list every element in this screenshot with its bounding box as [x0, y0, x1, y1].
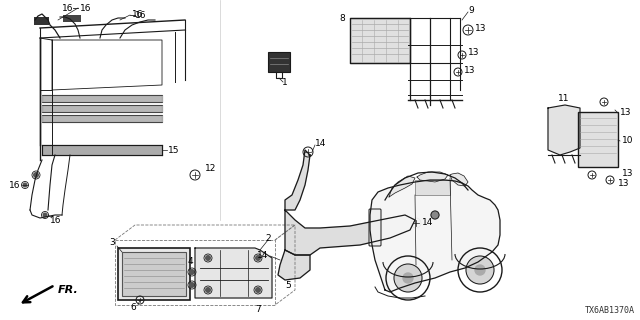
Circle shape [205, 255, 211, 261]
Polygon shape [195, 248, 272, 298]
Text: 16: 16 [80, 4, 92, 12]
Text: 3: 3 [109, 237, 115, 246]
Bar [42, 115, 162, 122]
Text: 6: 6 [130, 303, 136, 313]
Text: 16: 16 [8, 180, 20, 189]
Circle shape [475, 265, 485, 275]
Text: 13: 13 [464, 66, 476, 75]
Circle shape [42, 212, 47, 218]
Text: 13: 13 [475, 23, 486, 33]
Bar [350, 18, 410, 63]
Bar [63, 15, 81, 22]
Text: 14: 14 [422, 218, 433, 227]
Text: TX6AB1370A: TX6AB1370A [585, 306, 635, 315]
Polygon shape [450, 173, 468, 186]
Text: 14: 14 [257, 251, 268, 260]
Circle shape [22, 182, 28, 188]
Polygon shape [548, 105, 580, 155]
Polygon shape [285, 210, 415, 255]
Circle shape [466, 256, 494, 284]
Polygon shape [285, 150, 310, 210]
Text: 13: 13 [620, 108, 632, 116]
Text: 13: 13 [618, 179, 630, 188]
Polygon shape [370, 180, 500, 292]
Circle shape [255, 287, 261, 293]
Text: 16: 16 [61, 4, 73, 12]
Text: 11: 11 [558, 93, 570, 102]
Text: FR.: FR. [58, 285, 79, 295]
Polygon shape [417, 172, 448, 182]
Text: 15: 15 [168, 146, 179, 155]
Text: 16: 16 [50, 215, 61, 225]
Text: 14: 14 [315, 139, 326, 148]
Text: 1: 1 [282, 77, 288, 86]
Circle shape [431, 211, 439, 219]
Text: 5: 5 [285, 281, 291, 290]
Bar [42, 105, 162, 112]
Text: 9: 9 [468, 5, 474, 14]
Bar [42, 145, 162, 155]
Bar [415, 180, 450, 195]
Bar [115, 240, 275, 305]
Text: 10: 10 [622, 135, 634, 145]
Text: 8: 8 [339, 13, 345, 22]
Bar [118, 248, 190, 300]
Text: 12: 12 [205, 164, 216, 172]
Circle shape [394, 264, 422, 292]
Circle shape [189, 282, 195, 288]
Text: 4: 4 [188, 258, 193, 267]
Bar [578, 112, 618, 167]
Polygon shape [278, 250, 310, 280]
Circle shape [33, 172, 39, 178]
Bar [122, 252, 186, 296]
Text: 7: 7 [255, 306, 260, 315]
Text: 13: 13 [622, 169, 634, 178]
Text: 16: 16 [135, 11, 147, 20]
Circle shape [403, 273, 413, 283]
Text: 16: 16 [132, 10, 143, 19]
FancyBboxPatch shape [369, 209, 381, 246]
Circle shape [205, 287, 211, 293]
Bar [42, 95, 162, 102]
Bar [34, 17, 49, 25]
Polygon shape [268, 52, 290, 72]
Text: 2: 2 [265, 234, 271, 243]
Circle shape [255, 255, 261, 261]
Polygon shape [389, 176, 415, 197]
Circle shape [189, 269, 195, 275]
Text: 13: 13 [468, 47, 479, 57]
